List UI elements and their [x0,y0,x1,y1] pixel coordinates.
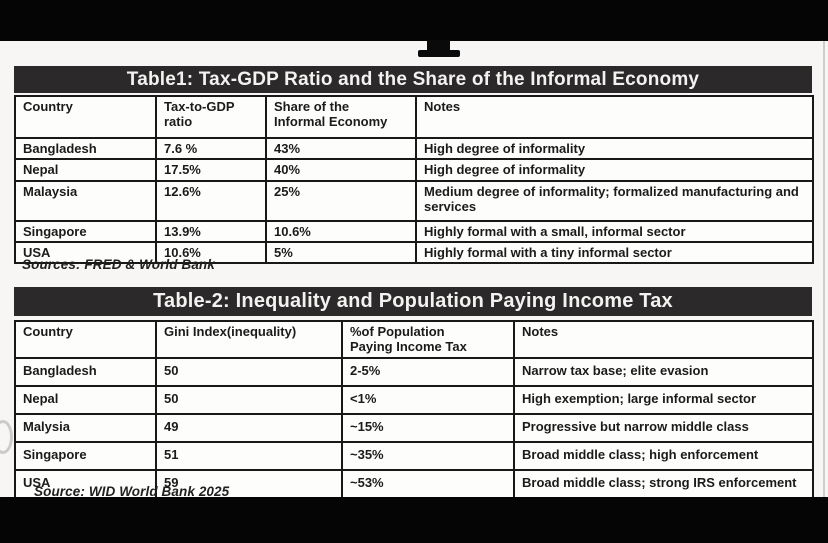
col-header-notes: Notes [513,320,814,359]
table-row: Malaysia 12.6% 25% Medium degree of info… [14,179,814,222]
table2-header-row: Country Gini Index(inequality) %of Popul… [14,320,814,359]
cell-gini-index: 50 [155,384,343,415]
cell-population-paying: 2-5% [341,356,515,387]
cell-country: Singapore [14,440,157,471]
cell-notes: Highly formal with a tiny informal secto… [415,240,814,265]
cell-gini-index: 50 [155,356,343,387]
cell-notes: Medium degree of informality; formalized… [415,179,814,222]
table-row: Bangladesh 50 2-5% Narrow tax base; elit… [14,356,814,387]
cell-population-paying: ~35% [341,440,515,471]
cell-population-paying: <1% [341,384,515,415]
cell-tax-ratio: 10.6% [155,240,267,265]
cell-country: USA [14,240,157,265]
cell-tax-ratio: 12.6% [155,179,267,222]
table1-source-caption: Sources: FRED & World Bank [22,257,215,272]
cell-informal-share: 5% [265,240,417,265]
col-header-notes: Notes [415,95,814,139]
cell-country: Nepal [14,384,157,415]
cell-informal-share: 43% [265,136,417,161]
table-row: Bangladesh 7.6 % 43% High degree of info… [14,136,814,161]
left-edge-artifact [0,420,13,454]
bottom-letterbox-bar [0,497,828,543]
cell-notes: Progressive but narrow middle class [513,412,814,443]
table-row: Nepal 17.5% 40% High degree of informali… [14,158,814,182]
cell-country: USA [14,468,157,499]
cell-informal-share: 10.6% [265,219,417,243]
cell-gini-index: 51 [155,440,343,471]
table-row: USA 59 ~53% Broad middle class; strong I… [14,468,814,499]
table2-source-caption: Source: WID World Bank 2025 [34,484,230,499]
table1-header-row: Country Tax-to-GDP ratio Share of the In… [14,95,814,139]
cell-country: Nepal [14,158,157,182]
cell-gini-index: 59 [155,468,343,499]
col-header-country: Country [14,320,157,359]
cell-tax-ratio: 7.6 % [155,136,267,161]
top-letterbox-bar [0,0,828,41]
table-row: Malysia 49 ~15% Progressive but narrow m… [14,412,814,443]
cell-population-paying: ~15% [341,412,515,443]
cell-gini-index: 49 [155,412,343,443]
cell-tax-ratio: 17.5% [155,158,267,182]
cell-population-paying: ~53% [341,468,515,499]
col-header-informal-share-text: Share of the Informal Economy [274,99,388,130]
col-header-population-paying: %of Population Paying Income Tax [341,320,515,359]
cell-country: Bangladesh [14,356,157,387]
cell-informal-share: 25% [265,179,417,222]
cell-country: Singapore [14,219,157,243]
col-header-tax-ratio: Tax-to-GDP ratio [155,95,267,139]
page-edge-line [823,41,825,497]
col-header-country: Country [14,95,157,139]
cell-informal-share: 40% [265,158,417,182]
table2-title-bar: Table-2: Inequality and Population Payin… [14,287,812,316]
col-header-population-paying-text: %of Population Paying Income Tax [350,324,467,355]
cell-country: Malysia [14,412,157,443]
col-header-informal-share: Share of the Informal Economy [265,95,417,139]
cell-notes: Broad middle class; high enforcement [513,440,814,471]
cropped-letter-glyph-foot [418,50,460,57]
col-header-gini-index: Gini Index(inequality) [155,320,343,359]
table-row: Singapore 51 ~35% Broad middle class; hi… [14,440,814,471]
cropped-letter-glyph [427,40,450,51]
cell-notes: Narrow tax base; elite evasion [513,356,814,387]
cell-country: Malaysia [14,179,157,222]
cell-country: Bangladesh [14,136,157,161]
cell-notes: High degree of informality [415,158,814,182]
table-row: USA 10.6% 5% Highly formal with a tiny i… [14,240,814,265]
table1-title-bar: Table1: Tax-GDP Ratio and the Share of t… [14,66,812,93]
cell-notes: Highly formal with a small, informal sec… [415,219,814,243]
table-row: Nepal 50 <1% High exemption; large infor… [14,384,814,415]
cell-tax-ratio: 13.9% [155,219,267,243]
table1-title: Table1: Tax-GDP Ratio and the Share of t… [126,68,700,90]
table-row: Singapore 13.9% 10.6% Highly formal with… [14,219,814,243]
cell-notes: High degree of informality [415,136,814,161]
table2-title: Table-2: Inequality and Population Payin… [153,290,673,312]
inequality-income-tax-table: Country Gini Index(inequality) %of Popul… [14,320,814,499]
cell-notes: High exemption; large informal sector [513,384,814,415]
tax-gdp-informal-table: Country Tax-to-GDP ratio Share of the In… [14,95,814,265]
cell-notes: Broad middle class; strong IRS enforceme… [513,468,814,499]
